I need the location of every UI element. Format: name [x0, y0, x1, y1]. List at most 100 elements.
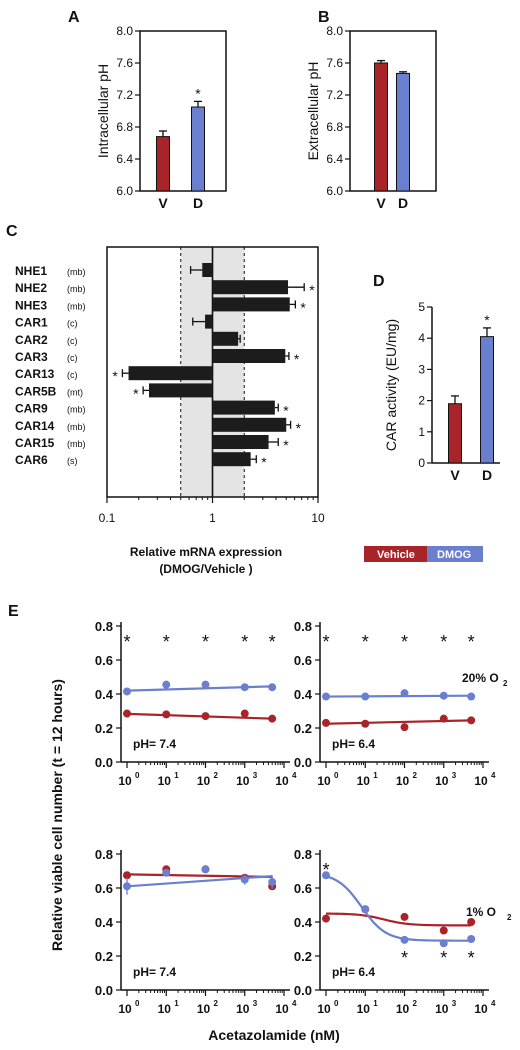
panel-d-ytick-label: 5: [418, 300, 425, 314]
panel-e-significance-star: *: [241, 632, 248, 652]
panel-e-ytick-label: 0.0: [294, 755, 312, 770]
panel-c-location-label: (c): [67, 353, 78, 363]
panel-b-y-ticks: 6.0 6.4 6.8 7.2 7.6 8.0: [326, 24, 350, 198]
panel-e-point-dmog: [123, 882, 131, 891]
panel-a-xtick-label: D: [193, 195, 203, 211]
panel-c-bar-car9: [212, 400, 275, 415]
panel-d-bar-d: [480, 336, 494, 464]
legend: Vehicle DMOG: [364, 546, 483, 562]
panel-e-xtick-exponent: 2: [413, 771, 418, 780]
panel-a-bars: V D *: [156, 85, 205, 211]
panel-c-significance-star: *: [309, 282, 315, 298]
panel-c-bar-car14: [212, 417, 287, 432]
panel-c-location-label: (mb): [67, 301, 86, 311]
panel-e-xtick-exponent: 0: [135, 771, 140, 780]
panel-a-ytick-label: 7.2: [116, 88, 133, 102]
panel-e-ytick-label: 0.2: [95, 949, 113, 964]
panel-e-point-vehicle: [361, 719, 370, 728]
panel-e-oxygen-subscript: 2: [503, 679, 508, 688]
panel-e-xtick-label: 10: [236, 774, 250, 788]
panel-a-ytick-label: 8.0: [116, 24, 133, 38]
panel-e-point-dmog: [467, 692, 476, 701]
panel-b-ytick-label: 7.6: [326, 56, 343, 70]
panel-e-xtick-label: 10: [474, 774, 488, 788]
panel-e-ytick-label: 0.6: [294, 653, 312, 668]
panel-e-ytick-label: 0.2: [294, 721, 312, 736]
panel-e-xtick-label: 10: [118, 774, 132, 788]
panel-e-ylabel: Relative viable cell number (t = 12 hour…: [49, 679, 65, 951]
panel-d-ytick-label: 2: [418, 394, 425, 408]
panel-b-bar-d: [396, 72, 410, 192]
panel-e-label: E: [8, 603, 19, 620]
panel-e-xtick-exponent: 2: [413, 999, 418, 1008]
panel-e-subplot-4: 0.00.20.40.60.810 0 10 1 10 2 10 3 10 4** * *pH= 6.…: [294, 847, 512, 1016]
panel-e-ytick-label: 0.8: [294, 619, 312, 634]
panel-e-point-dmog: [268, 683, 277, 692]
panel-e-significance-star: *: [163, 632, 170, 652]
panel-e-point-dmog: [162, 868, 171, 877]
legend-dmog-label: DMOG: [437, 549, 471, 561]
panel-c-bar-car1: [205, 314, 213, 329]
legend-vehicle-swatch: [364, 546, 427, 562]
panel-e-point-vehicle: [400, 723, 409, 732]
panel-e-ytick-label: 0.2: [95, 721, 113, 736]
panel-e-significance-star: *: [401, 632, 408, 652]
panel-a: A 6.0 6.4 6.8 7.2 7.6 8.0 V D * Intracellular p…: [68, 9, 227, 211]
panel-e-ytick-label: 0.4: [294, 915, 313, 930]
panel-d-ylabel: CAR activity (EU/mg): [383, 319, 399, 451]
panel-e-significance-star: *: [322, 632, 329, 652]
panel-e-significance-star: *: [440, 632, 447, 652]
panel-c-bar-nhe1: [202, 263, 213, 277]
panel-e-oxygen-label: 1% O: [466, 905, 496, 919]
panel-e-point-vehicle: [400, 912, 409, 921]
panel-e-point-vehicle: [123, 871, 131, 880]
panel-e-significance-star: *: [202, 632, 209, 652]
panel-e-fit-dmog: [126, 685, 273, 692]
legend-vehicle-label: Vehicle: [377, 549, 415, 561]
panel-e-xtick-label: 10: [317, 774, 331, 788]
panel-e-xtick-label: 10: [474, 1002, 488, 1016]
panel-e-xtick-exponent: 1: [373, 771, 378, 780]
panel-a-bar-d: [191, 106, 205, 192]
panel-a-ytick-label: 6.4: [116, 152, 133, 166]
panel-e-ytick-label: 0.6: [95, 881, 113, 896]
panel-e-ytick-label: 0.8: [95, 847, 113, 862]
panel-c-significance-star: *: [133, 385, 139, 401]
panel-e-point-dmog: [162, 680, 171, 689]
panel-c-location-label: (mb): [67, 439, 86, 449]
panel-e-point-vehicle: [240, 709, 249, 718]
panel-e-xtick-label: 10: [435, 1002, 449, 1016]
panel-b-label: B: [318, 9, 330, 26]
panel-c-gene-label: NHE1: [15, 264, 47, 278]
panel-c-location-label: (c): [67, 370, 78, 380]
panel-e-significance-star: *: [362, 632, 369, 652]
panel-c-bar-car6: [212, 452, 251, 467]
panel-e-point-vehicle: [467, 918, 476, 926]
panel-e-significance-star: *: [440, 948, 447, 968]
panel-e-xtick-exponent: 2: [214, 771, 219, 780]
panel-e-point-vehicle: [322, 718, 330, 727]
panel-e-xtick-label: 10: [118, 1002, 132, 1016]
panel-e-xtick-label: 10: [357, 1002, 371, 1016]
panel-e-fit-vehicle: [325, 719, 472, 725]
panel-d-significance-star: *: [484, 312, 490, 328]
panel-e-point-dmog: [240, 683, 249, 692]
panel-e-xlabel: Acetazolamide (nM): [208, 1027, 339, 1043]
panel-c-xtick-label: 1: [209, 511, 216, 525]
panel-e-xtick-label: 10: [158, 774, 172, 788]
panel-e-ytick-label: 0.6: [95, 653, 113, 668]
panel-e: E 0.00.20.40.60.810 0 10 1 10 2 10 3 10 4* * * * *pH=…: [8, 603, 512, 1043]
panel-c-significance-star: *: [112, 368, 118, 384]
panel-e-ytick-label: 0.4: [95, 687, 114, 702]
panel-a-significance-star: *: [195, 85, 201, 101]
panel-b-ytick-label: 6.0: [326, 184, 343, 198]
panel-e-xtick-label: 10: [197, 1002, 211, 1016]
panel-c-gene-label: CAR9: [15, 402, 48, 416]
panel-e-xtick-exponent: 0: [135, 999, 140, 1008]
panel-c-gene-label: CAR6: [15, 453, 48, 467]
panel-c-significance-star: *: [261, 454, 267, 470]
panel-e-xtick-exponent: 1: [174, 771, 179, 780]
panel-d-y-ticks: 0 1 2 3 4 5: [418, 300, 500, 470]
panel-e-point-dmog: [400, 689, 409, 698]
